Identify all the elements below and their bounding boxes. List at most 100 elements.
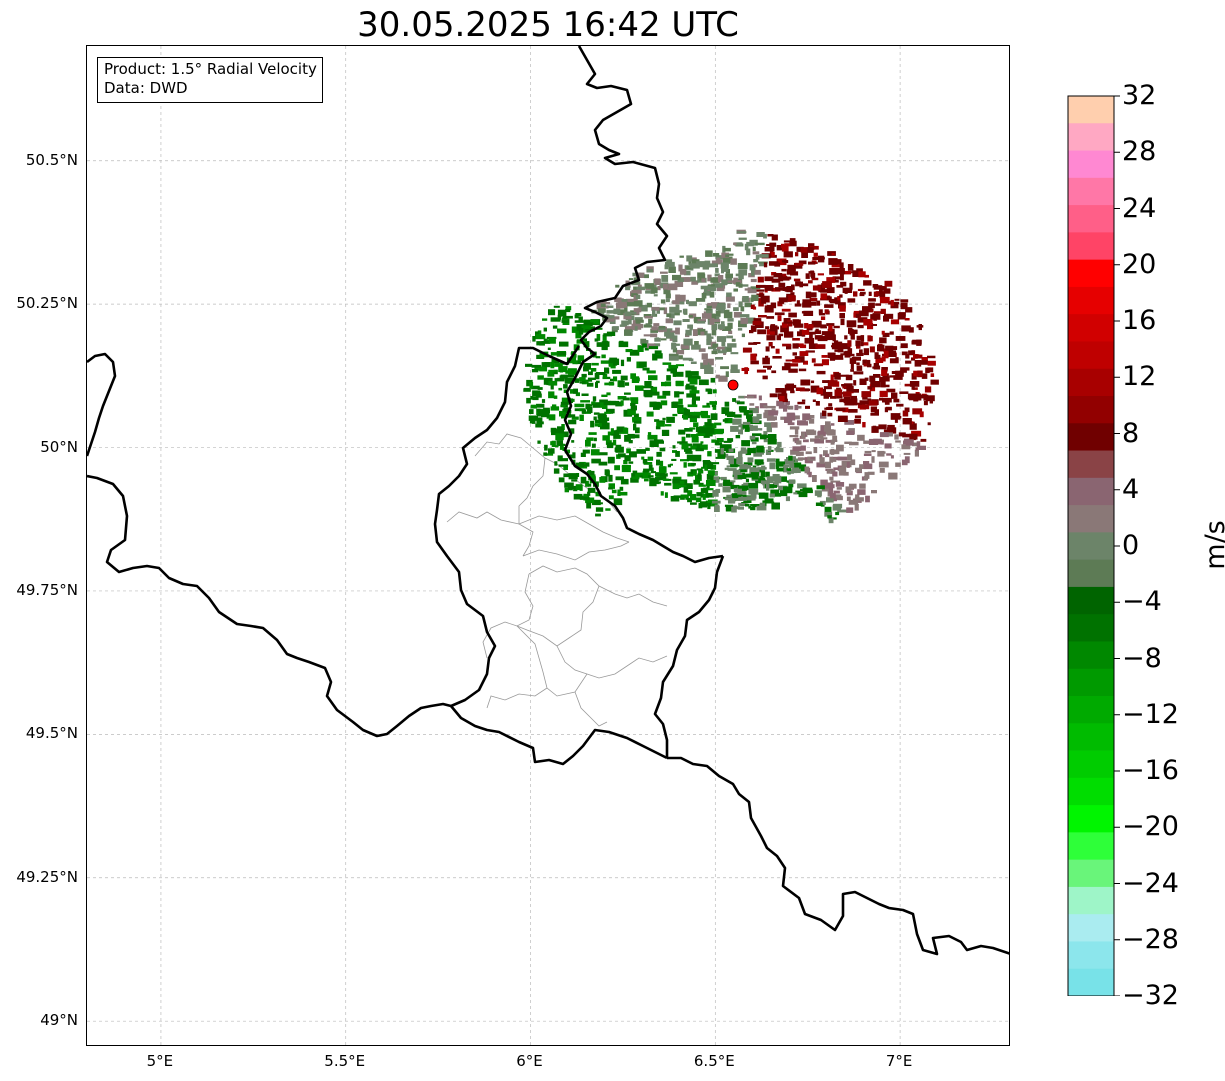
velocity-echo	[814, 490, 822, 496]
velocity-echo	[623, 313, 632, 320]
velocity-echo	[655, 478, 661, 481]
velocity-echo	[741, 367, 750, 371]
velocity-echo	[911, 373, 917, 380]
velocity-echo	[562, 405, 566, 408]
colorbar-tick-label: −8	[1122, 642, 1162, 674]
velocity-echo	[873, 365, 881, 370]
velocity-echo	[854, 418, 861, 424]
velocity-echo	[827, 429, 836, 436]
velocity-echo	[795, 252, 799, 257]
velocity-echo	[765, 326, 770, 330]
velocity-echo	[600, 422, 610, 430]
velocity-echo	[778, 333, 784, 337]
velocity-echo	[848, 483, 857, 489]
velocity-echo	[923, 401, 928, 406]
velocity-echo	[799, 344, 807, 349]
velocity-echo	[797, 331, 803, 337]
velocity-echo	[580, 338, 587, 341]
velocity-echo	[818, 309, 823, 314]
velocity-echo	[653, 294, 658, 297]
velocity-echo	[710, 423, 717, 429]
velocity-echo	[912, 339, 922, 345]
velocity-echo	[720, 366, 729, 370]
velocity-echo	[809, 301, 817, 306]
velocity-echo	[663, 307, 668, 315]
velocity-echo	[812, 475, 817, 482]
velocity-echo	[868, 291, 872, 296]
velocity-echo	[686, 383, 690, 389]
velocity-echo	[879, 376, 886, 383]
velocity-echo	[720, 476, 727, 481]
velocity-echo	[603, 333, 613, 337]
velocity-echo	[888, 472, 898, 480]
velocity-echo	[675, 380, 684, 387]
velocity-echo	[701, 292, 707, 299]
velocity-echo	[808, 418, 815, 424]
velocity-echo	[792, 343, 799, 349]
velocity-echo	[586, 437, 594, 441]
velocity-echo	[827, 251, 836, 256]
velocity-echo	[686, 255, 693, 262]
radar-site-marker[interactable]	[727, 379, 739, 391]
velocity-echo	[810, 457, 815, 460]
velocity-echo	[850, 369, 854, 372]
velocity-echo	[863, 453, 872, 456]
velocity-echo	[604, 411, 611, 414]
velocity-echo	[703, 502, 711, 506]
velocity-echo	[873, 311, 884, 314]
velocity-echo	[914, 360, 922, 367]
velocity-echo	[721, 407, 730, 414]
colorbar-tick-label: −24	[1122, 867, 1179, 899]
velocity-echo	[629, 349, 640, 356]
velocity-echo	[886, 388, 896, 393]
velocity-echo	[583, 319, 593, 327]
velocity-echo	[711, 328, 717, 336]
velocity-echo	[579, 377, 586, 382]
velocity-echo	[827, 412, 833, 417]
velocity-echo	[831, 253, 835, 256]
velocity-echo	[767, 485, 778, 488]
velocity-echo	[633, 423, 637, 431]
velocity-echo	[707, 274, 712, 282]
velocity-echo	[759, 292, 764, 295]
velocity-echo	[587, 377, 596, 380]
velocity-echo	[685, 443, 693, 447]
velocity-echo	[539, 366, 548, 372]
velocity-echo	[778, 485, 788, 491]
velocity-echo	[573, 388, 578, 394]
velocity-echo	[869, 439, 874, 443]
velocity-echo	[675, 364, 684, 367]
velocity-echo	[814, 330, 821, 334]
velocity-echo	[808, 280, 813, 284]
velocity-echo	[713, 253, 720, 257]
velocity-echo	[690, 434, 699, 438]
velocity-echo	[927, 360, 936, 366]
velocity-echo	[800, 489, 806, 492]
velocity-echo	[666, 332, 675, 339]
velocity-echo	[804, 337, 815, 344]
velocity-echo	[829, 268, 838, 275]
velocity-echo	[701, 278, 706, 283]
velocity-echo	[902, 433, 913, 438]
velocity-echo	[669, 337, 674, 341]
velocity-echo	[891, 346, 898, 350]
velocity-echo	[594, 419, 602, 423]
velocity-echo	[828, 403, 833, 407]
velocity-echo	[601, 344, 608, 351]
velocity-echo	[709, 401, 717, 405]
velocity-echo	[773, 481, 779, 487]
velocity-echo	[832, 435, 838, 442]
velocity-echo	[805, 350, 815, 353]
map-plot-area[interactable]	[86, 45, 1010, 1046]
velocity-echo	[802, 299, 811, 304]
velocity-echo	[825, 421, 831, 428]
velocity-echo	[708, 313, 717, 320]
velocity-echo	[709, 286, 717, 292]
velocity-echo	[689, 378, 698, 385]
velocity-echo	[599, 419, 608, 425]
velocity-echo	[739, 450, 746, 453]
velocity-echo	[696, 433, 706, 436]
velocity-echo	[846, 320, 857, 328]
velocity-echo	[544, 362, 551, 368]
velocity-echo	[532, 336, 536, 342]
